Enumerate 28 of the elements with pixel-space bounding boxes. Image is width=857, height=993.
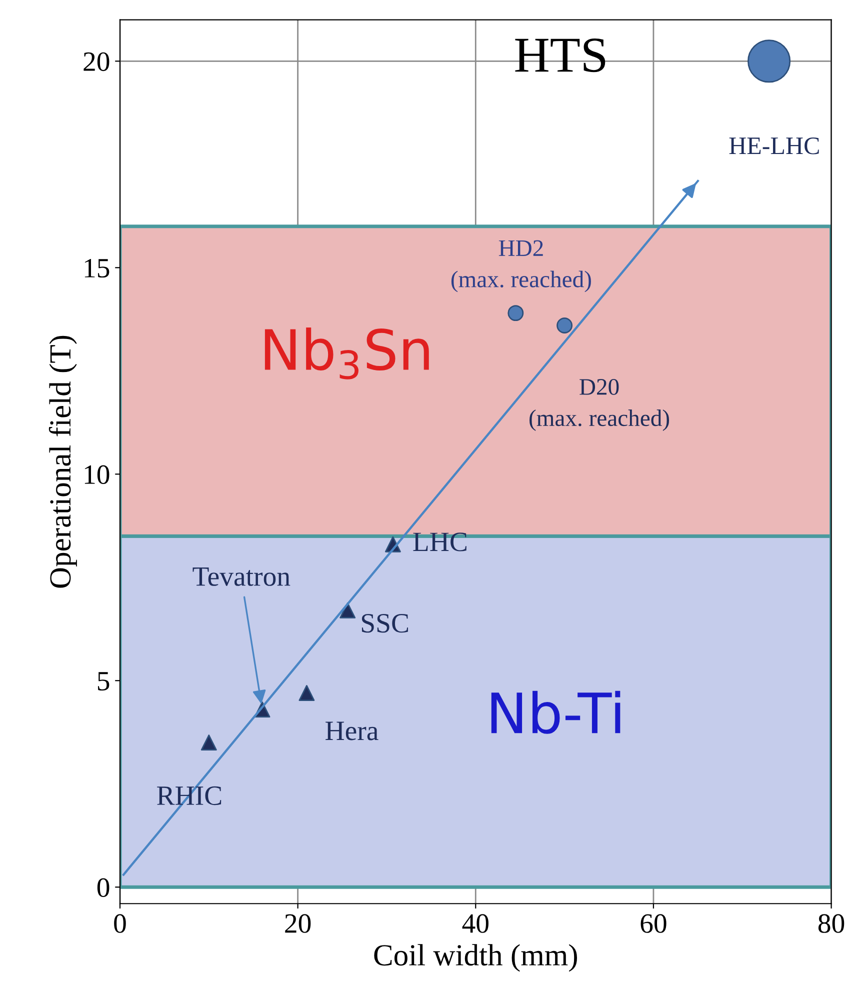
y-tick-label: 15 xyxy=(84,258,110,278)
y-axis-title: Operational field (T) xyxy=(48,336,77,588)
point xyxy=(556,317,573,334)
point xyxy=(298,685,315,701)
y-tick-label: 10 xyxy=(84,465,110,484)
x-tick-label: 80 xyxy=(818,914,844,933)
point xyxy=(200,734,217,751)
y-tick-label: 5 xyxy=(98,672,110,691)
annotation: LHC xyxy=(413,532,466,552)
point xyxy=(748,40,791,83)
annotation: Hera xyxy=(326,722,378,740)
band-label: Nb$_{3}$Sn xyxy=(264,327,429,380)
x-tick-label: 0 xyxy=(114,914,126,933)
annotation: D20 (max. reached) xyxy=(530,378,670,431)
band-label: Nb-Ti xyxy=(491,690,620,734)
point xyxy=(508,305,524,322)
x-tick-label: 20 xyxy=(285,914,311,933)
x-axis-title: Coil width (mm) xyxy=(374,944,577,972)
point xyxy=(340,602,356,618)
x-tick-label: 40 xyxy=(462,914,488,933)
annotation: HD2 (max. reached) xyxy=(451,240,591,292)
annotation: Tevatron xyxy=(192,567,290,586)
x-tick-label: 60 xyxy=(640,914,666,933)
y-tick-label: 20 xyxy=(84,52,110,72)
y-tick-label: 0 xyxy=(97,878,110,898)
annotation: SSC xyxy=(362,614,408,633)
annotation: HE-LHC xyxy=(729,137,819,154)
annotation: HTS xyxy=(515,38,606,72)
